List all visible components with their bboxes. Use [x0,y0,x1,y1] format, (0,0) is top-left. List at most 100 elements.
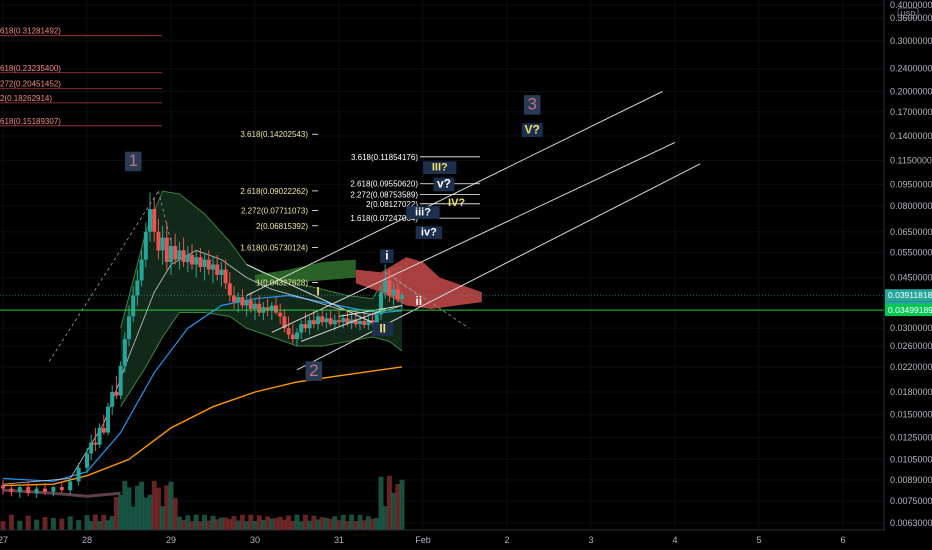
volume-bar [357,515,363,530]
candle-body [43,488,47,492]
volume-bar [344,521,350,530]
fib-label-left: 618(0.23235400) [0,64,61,73]
candle-body [295,332,299,340]
fib-label-a: 1(0.04327628) [256,278,308,287]
candle-body [290,334,295,340]
candle-body [366,320,371,325]
volume-bar [122,480,128,530]
candle-body [198,257,203,268]
candle-body [337,320,341,323]
x-tick-label: Feb [415,535,431,545]
dashed-impulse-2 [158,191,172,242]
wave-label: 2 [309,361,318,380]
wave-label-group: IV? [448,197,465,209]
ma-orange [2,366,403,487]
candle-body [164,237,169,263]
candle-body [362,320,367,325]
volume-bar [231,515,237,530]
fib-label-a: 1.618(0.05730124) [240,243,308,252]
candle-body [286,328,291,335]
volume-bar [248,514,254,530]
volume-bar [105,520,111,530]
candle-body [139,259,144,281]
volume-bar [8,514,14,530]
dashed-projection [384,271,424,300]
volume-bar [298,521,304,530]
indicator-overlays [2,190,482,498]
candle-body [169,245,173,263]
candle-body [370,320,375,324]
volume-bar [378,476,384,530]
price-tag [885,304,932,317]
candle-body [127,316,131,340]
volume-bar [227,519,233,530]
candle-body [299,324,304,333]
fib-label-a: 2.618(0.09022262) [240,187,308,196]
fib-label-b: 2.618(0.09550620) [350,180,418,189]
volume-bar [84,515,90,530]
volume-bar [164,485,170,530]
candle-body [282,316,287,329]
volume-bar [59,518,65,530]
cloud-green [255,259,356,284]
candle-body [85,453,89,468]
price-axis-bg [884,0,932,530]
volume-bar [302,514,308,530]
candle-body [93,442,98,445]
volume-bar [319,517,325,530]
candle-body [223,269,228,284]
candle-body [395,289,400,299]
volume-bar [34,519,40,530]
currency-badge[interactable]: USD [897,7,919,19]
candle-body [320,316,325,323]
fib-label-b: 1.618(0.07247064) [350,214,418,223]
volume-bar [17,520,23,530]
candle-body [265,307,270,311]
candle-body [68,481,73,491]
candle-body [160,237,165,251]
volume-bar [391,492,397,530]
triangle-inner [338,304,403,317]
wave-label-box [124,151,142,172]
candle-body [227,283,232,296]
candle-body [17,487,22,492]
volume-bar [374,517,380,530]
volume-bar [336,520,342,530]
wave-label: iv? [421,227,437,239]
volume-bar [92,514,98,530]
volume-bar [197,521,203,530]
candle-body [152,209,157,232]
candle-body [211,264,215,270]
candle-body [194,257,199,265]
drawings [0,91,884,371]
volume-bar [311,515,317,530]
channel-line-lower [296,163,701,371]
wave-label: IV? [448,197,465,209]
candle-body [114,391,119,396]
price-axis[interactable]: 0.400000000.360000000.300000000.24000000… [890,0,932,528]
candle-body [345,318,350,324]
wave-label: V? [525,122,540,136]
candle-body [34,488,39,494]
candle-body [341,318,346,323]
volume-bar [370,518,376,530]
time-axis[interactable]: 27 28 29 30 31 Feb 2 3 4 5 6 [0,535,846,545]
volume-bar [323,517,329,530]
volume-bar [239,514,245,530]
candle-body [358,320,362,325]
candle-body [311,320,316,325]
candle-body [190,254,194,265]
fib-label-left: 2(0.18262914) [0,94,52,103]
volume-bar [223,517,229,530]
candle-body [135,280,140,296]
